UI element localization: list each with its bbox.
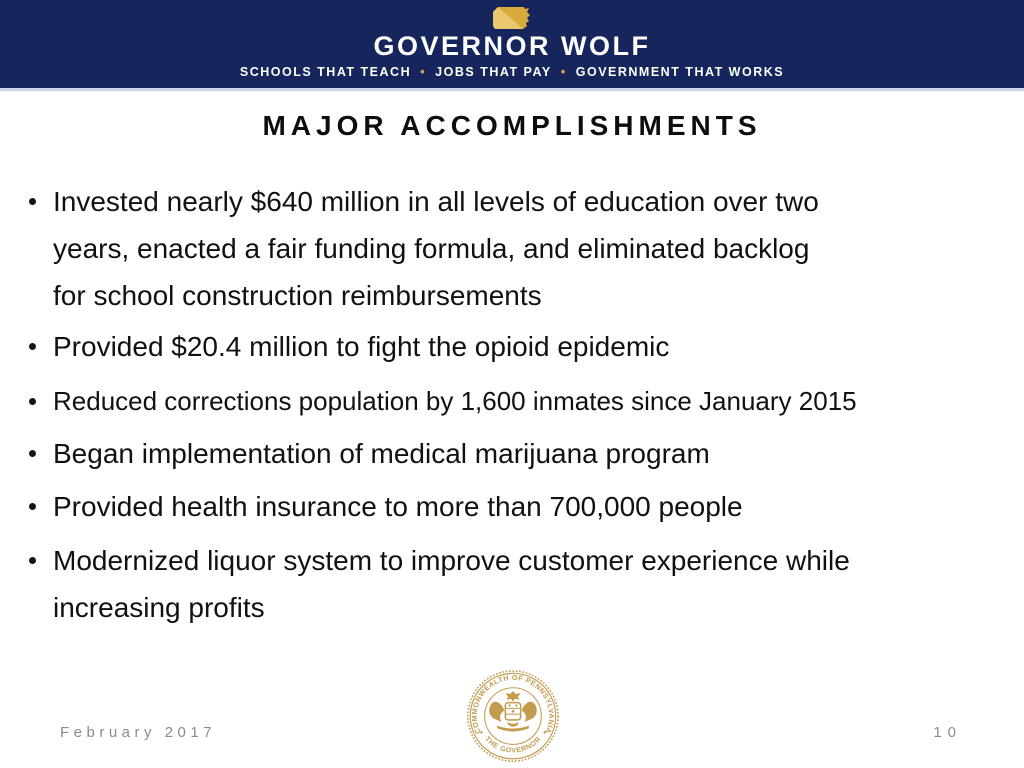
bullet-line: Began implementation of medical marijuan… [53,438,710,469]
bullet-text: Began implementation of medical marijuan… [53,430,710,477]
bullet-dot [29,450,36,457]
bullet-text: Modernized liquor system to improve cust… [53,537,850,631]
slide-title: MAJOR ACCOMPLISHMENTS [262,110,762,141]
bullet-line: years, enacted a fair funding formula, a… [53,233,810,264]
tagline-dot-icon: • [420,64,427,79]
list-item: Reduced corrections population by 1,600 … [29,379,1014,424]
slide-date: February 2017 [60,724,217,741]
tagline-dot-icon: • [560,64,567,79]
tagline-part: JOBS THAT PAY [435,65,552,79]
bullet-text: Invested nearly $640 million in all leve… [53,178,819,319]
list-item: Invested nearly $640 million in all leve… [29,178,1014,319]
list-item: Began implementation of medical marijuan… [29,430,1014,477]
governor-seal: COMMONWEALTH OF PENNSYLVANIA THE GOVERNO… [467,670,559,762]
tagline-part: GOVERNMENT THAT WORKS [575,65,785,79]
bullet-text: Provided $20.4 million to fight the opio… [53,323,669,370]
bullet-list: Invested nearly $640 million in all leve… [29,178,1014,631]
brand-tagline: SCHOOLS THAT TEACH • JOBS THAT PAY • GOVERNM… [240,64,784,79]
bullet-text: Provided health insurance to more than 7… [53,483,743,530]
bullet-dot [29,343,36,350]
bullet-line: Provided health insurance to more than 7… [53,491,743,522]
bullet-line: for school construction reimbursements [53,280,542,311]
list-item: Modernized liquor system to improve cust… [29,537,1014,631]
brand-title: GOVERNOR WOLF [373,31,651,61]
header-banner: GOVERNOR WOLF SCHOOLS THAT TEACH • JOBS TH… [0,0,1024,91]
coat-of-arms [489,691,537,732]
bullet-line: increasing profits [53,592,265,623]
bullet-line: Reduced corrections population by 1,600 … [53,386,857,416]
list-item: Provided health insurance to more than 7… [29,483,1014,530]
bullet-dot [29,398,36,405]
list-item: Provided $20.4 million to fight the opio… [29,323,1014,370]
bullet-dot [29,503,36,510]
seal-star-icon: ✦ [542,729,547,736]
bullet-line: Modernized liquor system to improve cust… [53,545,850,576]
page-number: 10 [933,724,962,741]
bullet-line: Provided $20.4 million to fight the opio… [53,331,670,362]
tagline-part: SCHOOLS THAT TEACH [239,65,412,79]
seal-star-icon: ✦ [479,729,484,736]
bullet-text: Reduced corrections population by 1,600 … [53,379,857,424]
bullet-line: Invested nearly $640 million in all leve… [53,186,819,217]
bullet-dot [29,557,36,564]
bullet-dot [29,198,36,205]
pennsylvania-icon [493,7,530,29]
